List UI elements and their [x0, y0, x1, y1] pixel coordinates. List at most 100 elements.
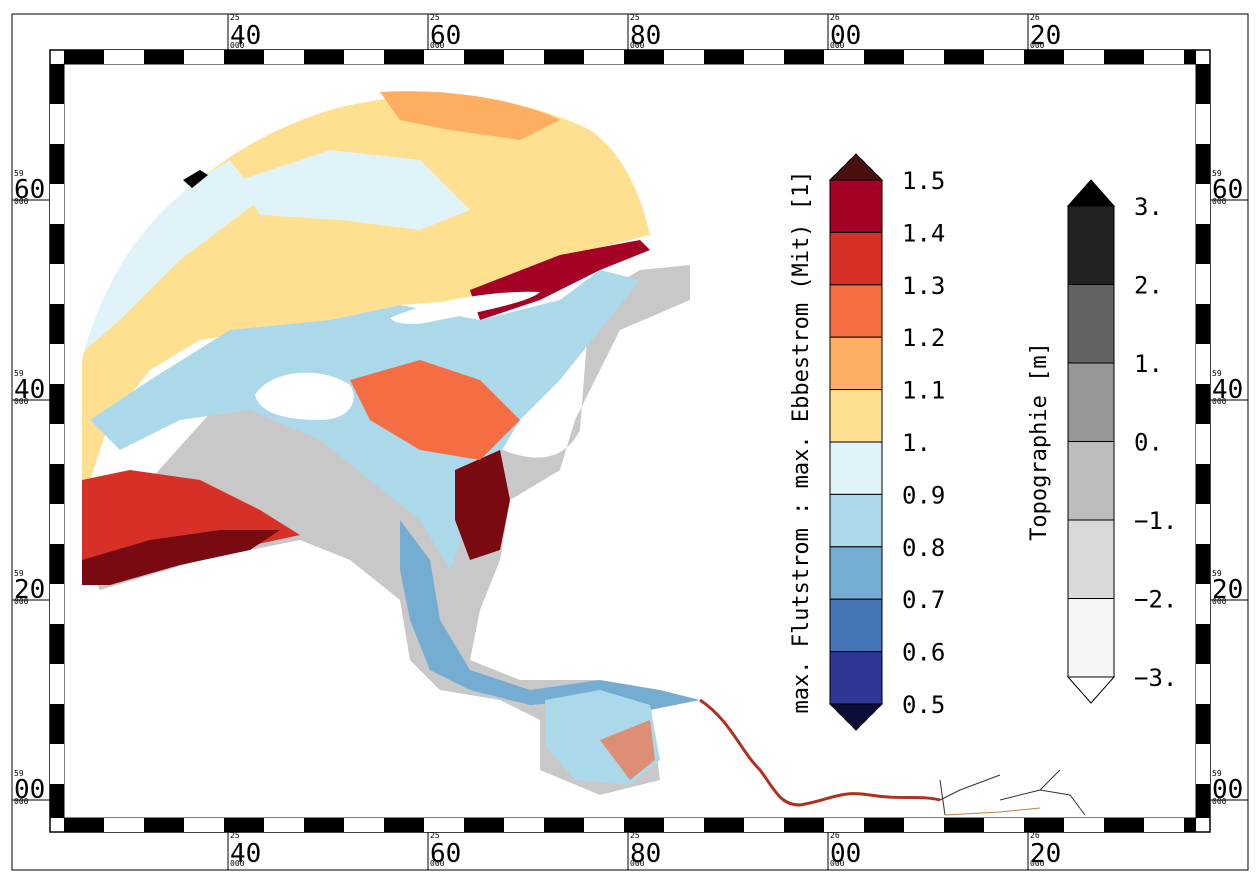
tick-sup: 25 [230, 13, 240, 22]
colorbar-swatch [829, 389, 883, 443]
checker-cell [50, 144, 64, 184]
checker-cell [64, 50, 104, 64]
checker-cell [1104, 818, 1144, 832]
tick-main: 60 [14, 175, 45, 205]
checker-border [50, 50, 1210, 832]
colorbar-label: 1.5 [902, 167, 945, 195]
tick-main: 00 [830, 21, 861, 51]
tick-main: 20 [14, 575, 45, 605]
checker-cell [50, 544, 64, 584]
tick-main: 20 [1212, 575, 1243, 605]
tick-main: 40 [230, 21, 261, 51]
checker-cell [1196, 704, 1210, 744]
ratio-field-orange-top [380, 91, 560, 140]
checker-cell [1196, 344, 1210, 384]
checker-cell [50, 344, 64, 384]
colorbar-label: 3. [1134, 193, 1163, 221]
checker-cell [104, 50, 144, 64]
checker-cell [304, 818, 344, 832]
river-branch-5 [944, 807, 1041, 816]
checker-cell [1196, 224, 1210, 264]
tick-sup: 59 [1212, 169, 1222, 178]
checker-cell [784, 818, 824, 832]
checker-cell [704, 818, 744, 832]
checker-cell [624, 50, 664, 64]
tick-main: 00 [1212, 775, 1243, 805]
checker-cell [624, 818, 664, 832]
checker-cell [584, 50, 624, 64]
checker-cell [664, 50, 704, 64]
tick-sub: 000 [1212, 197, 1227, 206]
colorbar-title: max. Flutstrom : max. Ebbestrom (Mit) [1… [789, 170, 814, 713]
checker-cell [1184, 50, 1196, 64]
checker-cell [50, 104, 64, 144]
tick-sub: 000 [430, 859, 445, 868]
checker-cell [344, 50, 384, 64]
ratio-field-dark-south [82, 530, 280, 585]
checker-cell [304, 50, 344, 64]
checker-cell [1196, 624, 1210, 664]
tick-sub: 000 [1212, 397, 1227, 406]
tick-sup: 59 [14, 769, 24, 778]
checker-cell [1196, 584, 1210, 624]
tick-sup: 59 [14, 569, 24, 578]
tick-sub: 000 [14, 397, 29, 406]
colorbar-label: 0.8 [902, 534, 945, 562]
checker-cell [64, 818, 104, 832]
colorbar-swatch [829, 231, 883, 286]
checker-cell [984, 50, 1024, 64]
tick-sup: 59 [14, 369, 24, 378]
checker-cell [50, 504, 64, 544]
checker-cell [50, 424, 64, 464]
colorbar-swatch [829, 493, 883, 548]
tick-sub: 000 [830, 41, 845, 50]
tick-main: 60 [430, 21, 461, 51]
estuary-basin-edge [600, 720, 655, 780]
colorbar-label: 0. [1134, 429, 1163, 457]
tick-main: 80 [630, 839, 661, 869]
checker-cell [864, 818, 904, 832]
colorbar-ratio: 1.5 1.4 1.3 1.2 1.1 1. 0.9 0.8 0.7 0.6 0.5 max. Flu… [789, 153, 945, 731]
checker-cell [1024, 50, 1064, 64]
checker-cell [50, 624, 64, 664]
checker-cell [1144, 50, 1184, 64]
colorbar-swatch [829, 546, 883, 600]
tick-sup: 26 [1030, 831, 1040, 840]
tick-sub: 000 [14, 797, 29, 806]
checker-cell [104, 818, 144, 832]
checker-cell [464, 50, 504, 64]
ratio-field-dark-east [455, 450, 510, 560]
checker-cell [1196, 424, 1210, 464]
checker-cell [144, 50, 184, 64]
checker-cell [1196, 104, 1210, 144]
tick-sup: 25 [630, 13, 640, 22]
tick-sup: 59 [1212, 369, 1222, 378]
map-area [82, 91, 1086, 816]
checker-cell [744, 50, 784, 64]
black-feature [183, 170, 208, 188]
colorbar-swatch [829, 441, 883, 495]
checker-cell [464, 818, 504, 832]
checker-cell [50, 64, 64, 104]
colorbar-label: 0.9 [902, 481, 945, 509]
colorbar-swatch [829, 284, 883, 338]
ratio-field-light-blue-2 [240, 150, 470, 230]
checker-cell [184, 818, 224, 832]
tick-sup: 25 [430, 831, 440, 840]
checker-cell [664, 818, 704, 832]
checker-cell [544, 818, 584, 832]
checker-cell [1184, 818, 1196, 832]
colorbar-topography: 3. 2. 1. 0. −1. −2. −3. Topographie [m] [1027, 179, 1177, 704]
tick-lines [12, 14, 1248, 870]
ratio-field-light-blue [85, 160, 260, 350]
ratio-field-orange-mid [350, 360, 520, 460]
tick-main: 60 [1212, 175, 1243, 205]
tick-main: 40 [230, 839, 261, 869]
tick-sub: 000 [1030, 859, 1045, 868]
colorbar-swatch [829, 179, 883, 233]
tick-main: 20 [1030, 839, 1061, 869]
colorbar-swatch [829, 336, 883, 391]
